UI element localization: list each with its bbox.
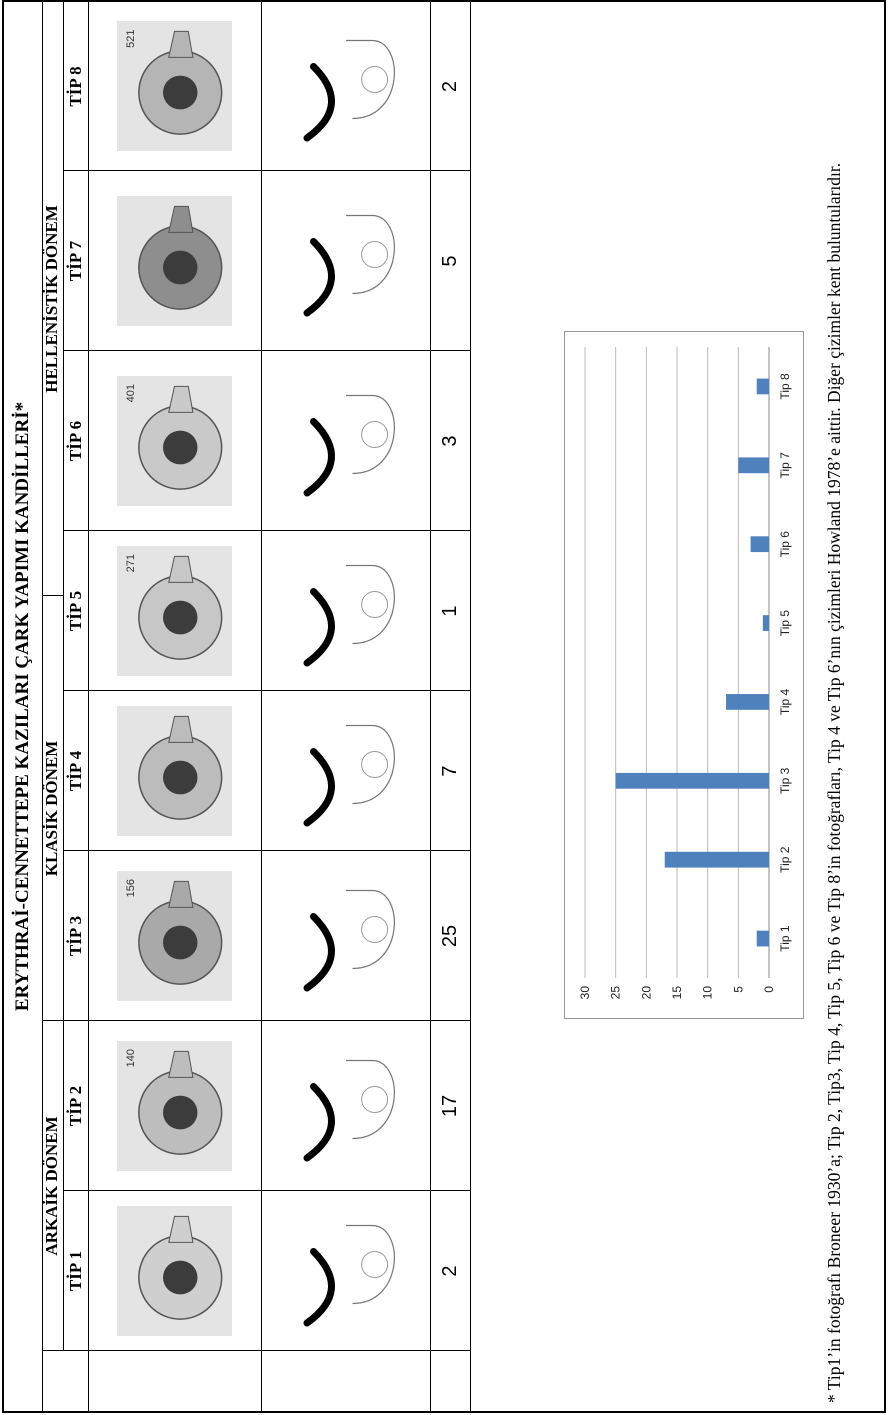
lamp-drawing [281, 546, 411, 676]
bar [615, 772, 769, 789]
lamp-photo: 140 [117, 1041, 232, 1171]
lamp-drawing [281, 22, 411, 152]
bar [756, 930, 770, 947]
period-archaic: ARKAİK DÖNEM [42, 1116, 61, 1256]
chart-svg: 0 5 10 15 20 25 30 Tip 1 Tip 2 Tip 3 Tip 4 Tip 5 Tip… [578, 347, 792, 1000]
type-label: TİP 5 [65, 590, 85, 632]
type-label: TİP 1 [65, 1250, 85, 1292]
type-count: 1 [438, 605, 461, 617]
period-classical: KLASİK DÖNEM [42, 740, 61, 877]
type-count: 2 [438, 1265, 461, 1277]
period-rule [42, 595, 63, 596]
photo-row-rule [261, 2, 262, 1411]
type-count: 3 [438, 435, 461, 447]
footnote: * Tip1’in fotoğrafı Broneer 1930’a; Tip … [824, 162, 844, 1403]
photo-number: 271 [125, 554, 137, 573]
type-count: 17 [438, 1094, 461, 1118]
lamp-drawing [281, 196, 411, 326]
type-count: 7 [438, 765, 461, 777]
type-label: TİP 2 [65, 1085, 85, 1127]
column-rule [42, 1020, 470, 1021]
title-rule [42, 2, 43, 1411]
lamp-drawing [281, 706, 411, 836]
column-rule [63, 350, 470, 351]
lamp-photo [117, 706, 232, 836]
x-tick-label: Tip 7 [778, 452, 792, 479]
type-label: TİP 3 [65, 915, 85, 957]
photo-number: 401 [125, 384, 137, 403]
count-bar-chart: 0 5 10 15 20 25 30 Tip 1 Tip 2 Tip 3 Tip 4 Tip 5 Tip… [564, 331, 804, 1019]
column-rule [63, 850, 470, 851]
column-rule [42, 1350, 470, 1351]
type-row-rule [88, 2, 89, 1411]
bar [726, 694, 769, 710]
type-count: 2 [438, 80, 461, 93]
photo-number: 521 [125, 29, 137, 48]
lamp-drawing [281, 871, 411, 1001]
bar [756, 378, 770, 395]
lamp-drawing [281, 376, 411, 506]
y-tick-label: 30 [578, 986, 592, 1000]
lamp-photo: 271 [117, 546, 232, 676]
period-hellenistic: HELLENİSTİK DÖNEM [42, 205, 61, 393]
y-tick-label: 0 [762, 986, 776, 993]
type-count: 5 [438, 255, 461, 267]
x-tick-label: Tip 3 [778, 767, 792, 794]
y-tick-label: 5 [731, 986, 745, 993]
lamp-photo [117, 196, 232, 326]
x-tick-label: Tip 1 [778, 925, 792, 952]
x-tick-label: Tip 6 [778, 531, 792, 558]
type-label: TİP 6 [65, 420, 85, 462]
column-rule [63, 690, 470, 691]
lamp-drawing [281, 1041, 411, 1171]
y-tick-label: 25 [609, 986, 623, 1000]
type-label: TİP 4 [65, 750, 85, 792]
bar [762, 615, 770, 631]
column-rule [63, 530, 470, 531]
type-label: TİP 8 [65, 66, 85, 107]
type-count: 25 [438, 924, 461, 948]
type-label: TİP 7 [65, 240, 85, 282]
lamp-photo [117, 1206, 232, 1336]
y-tick-label: 10 [701, 986, 715, 1000]
lamp-photo: 521 [117, 21, 232, 152]
lamp-photo: 156 [117, 871, 232, 1001]
lamp-photo: 401 [117, 376, 232, 506]
count-row-rule [470, 2, 471, 1411]
photo-number: 140 [125, 1049, 137, 1068]
x-tick-label: Tip 8 [778, 373, 792, 400]
x-tick-label: Tip 2 [778, 846, 792, 873]
y-tick-label: 20 [639, 986, 653, 1000]
column-rule [63, 170, 470, 171]
y-tick-label: 15 [670, 986, 684, 1000]
bar [750, 536, 770, 553]
table-title: ERYTHRAİ-CENNETTEPE KAZILARI ÇARK YAPIMI… [12, 401, 33, 1012]
lamp-drawing [281, 1206, 411, 1336]
x-tick-label: Tip 4 [778, 688, 792, 715]
photo-number: 156 [125, 879, 137, 898]
period-rule [42, 1020, 63, 1021]
column-rule [63, 1190, 470, 1191]
x-tick-label: Tip 5 [778, 610, 792, 637]
bar [738, 457, 769, 474]
bar [664, 851, 769, 868]
